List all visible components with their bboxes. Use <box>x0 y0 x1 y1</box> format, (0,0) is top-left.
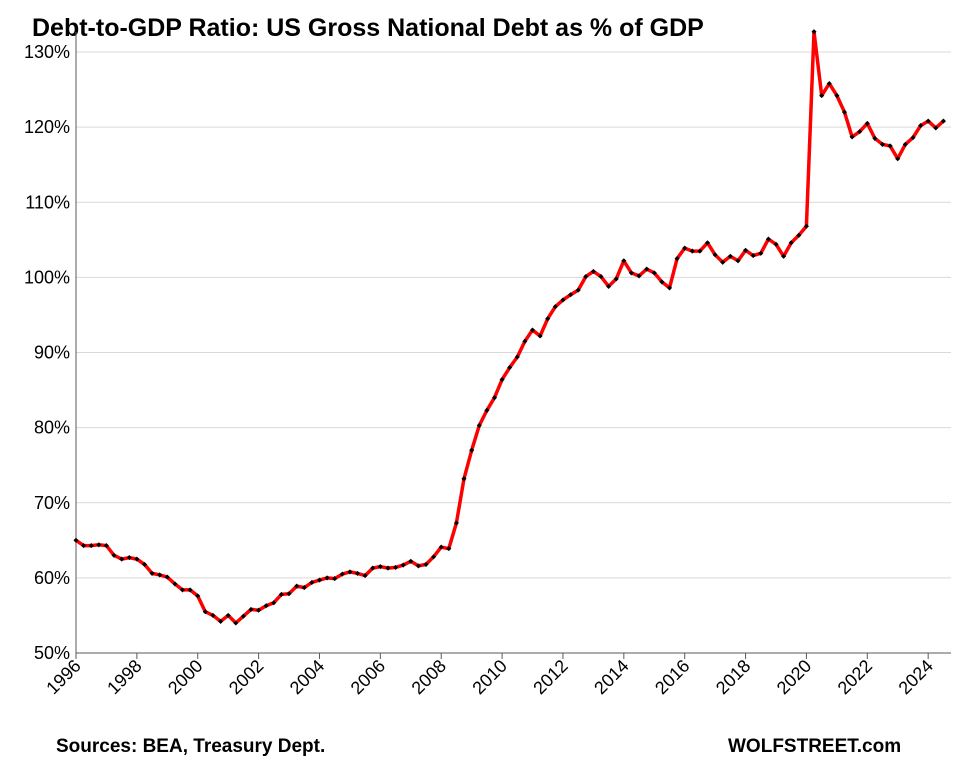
data-point-markers <box>73 29 946 626</box>
data-point <box>765 236 771 242</box>
data-point <box>263 603 269 609</box>
x-tick-label: 2010 <box>468 656 510 698</box>
data-point <box>849 134 855 140</box>
data-point <box>461 476 467 482</box>
data-point <box>484 407 490 413</box>
y-tick-label: 120% <box>24 117 70 137</box>
data-point <box>400 562 406 568</box>
x-tick-label: 2018 <box>712 656 754 698</box>
y-tick-labels: 50% 60% 70% 80% 90% 100% 110% 120% 130% <box>24 42 70 663</box>
data-point <box>666 285 673 291</box>
data-point <box>309 579 315 585</box>
x-tick-label: 2024 <box>895 656 937 698</box>
data-point <box>431 554 437 560</box>
data-point <box>727 253 733 259</box>
x-tick-label: 2002 <box>225 656 267 698</box>
y-tick-label: 110% <box>25 192 70 212</box>
brand-watermark: WOLFSTREET.com <box>728 736 902 757</box>
x-tick-label: 2006 <box>347 656 389 698</box>
axes <box>75 32 951 659</box>
x-tick-label: 2014 <box>590 656 632 698</box>
data-point <box>354 570 361 576</box>
gridlines <box>76 51 951 579</box>
data-point <box>294 583 300 589</box>
data-point <box>522 338 528 344</box>
data-point <box>803 223 809 229</box>
data-point <box>735 258 741 264</box>
source-note: Sources: BEA, Treasury Dept. <box>56 736 326 757</box>
data-point <box>537 333 543 339</box>
data-point <box>560 297 566 303</box>
data-point <box>476 422 482 428</box>
data-point <box>507 364 513 371</box>
data-point <box>278 591 284 597</box>
series-line <box>74 29 946 625</box>
y-tick-label: 100% <box>24 267 70 287</box>
data-point <box>697 248 703 254</box>
y-tick-label: 70% <box>34 493 70 513</box>
data-point <box>499 376 505 383</box>
data-point <box>347 569 353 575</box>
x-tick-label: 2022 <box>834 656 876 698</box>
y-tick-label: 50% <box>34 643 70 663</box>
data-point <box>423 561 429 567</box>
data-point <box>636 273 642 279</box>
x-tick-label: 2000 <box>164 656 206 698</box>
x-tick-label: 2008 <box>408 656 450 698</box>
x-tick-labels: 1996 1998 2000 2002 2004 2006 2008 2010 2012 2014… <box>42 656 937 698</box>
y-tick-label: 80% <box>34 418 70 438</box>
data-point <box>469 447 475 453</box>
data-point <box>415 563 421 569</box>
data-point <box>781 253 787 259</box>
y-tick-label: 60% <box>34 568 70 588</box>
data-point <box>651 270 657 276</box>
series-debt-to-gdp <box>74 29 946 625</box>
data-point <box>370 565 376 571</box>
y-tick-label: 90% <box>34 343 70 363</box>
data-point <box>613 276 619 282</box>
x-tick-label: 1998 <box>103 656 145 698</box>
data-point <box>621 258 627 264</box>
data-point <box>606 283 612 289</box>
data-point <box>879 141 886 147</box>
chart-title: Debt-to-GDP Ratio: US Gross National Deb… <box>32 14 704 42</box>
data-point <box>902 141 908 147</box>
data-point <box>514 354 520 360</box>
y-tick-label: 130% <box>24 42 70 62</box>
x-tick-label: 2004 <box>286 656 328 698</box>
data-point <box>438 544 444 550</box>
x-tick-label: 2016 <box>651 656 693 698</box>
x-tick-label: 2020 <box>773 656 815 698</box>
data-point <box>332 576 338 582</box>
data-point <box>256 607 262 613</box>
data-point <box>491 395 498 401</box>
x-tick-label: 2012 <box>529 656 571 698</box>
data-point <box>529 327 536 333</box>
data-point <box>362 573 368 579</box>
data-point <box>887 143 893 149</box>
data-point <box>720 259 726 265</box>
